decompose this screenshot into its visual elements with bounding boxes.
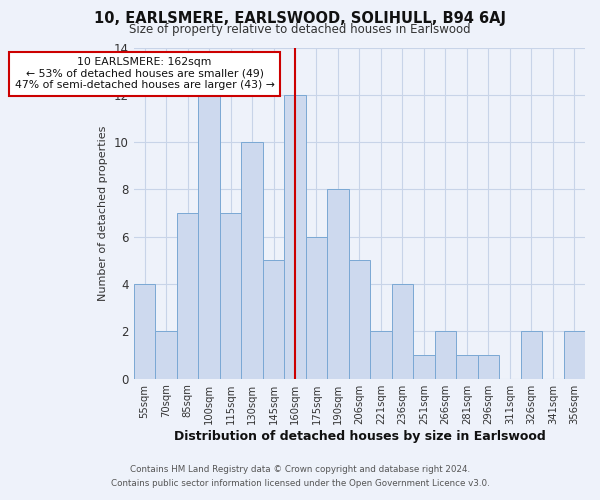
Bar xyxy=(306,237,327,378)
Bar xyxy=(456,355,478,378)
Bar xyxy=(327,190,349,378)
Bar xyxy=(478,355,499,378)
Y-axis label: Number of detached properties: Number of detached properties xyxy=(98,126,109,301)
Bar xyxy=(521,332,542,378)
Text: Size of property relative to detached houses in Earlswood: Size of property relative to detached ho… xyxy=(129,22,471,36)
Bar xyxy=(370,332,392,378)
Bar xyxy=(563,332,585,378)
Bar xyxy=(413,355,434,378)
Text: Contains HM Land Registry data © Crown copyright and database right 2024.
Contai: Contains HM Land Registry data © Crown c… xyxy=(110,466,490,487)
Bar xyxy=(241,142,263,378)
Bar xyxy=(434,332,456,378)
Text: 10, EARLSMERE, EARLSWOOD, SOLIHULL, B94 6AJ: 10, EARLSMERE, EARLSWOOD, SOLIHULL, B94 … xyxy=(94,11,506,26)
Bar xyxy=(155,332,177,378)
Bar xyxy=(177,213,199,378)
Bar xyxy=(134,284,155,378)
Bar xyxy=(284,95,306,378)
Bar xyxy=(392,284,413,378)
Bar xyxy=(220,213,241,378)
Bar xyxy=(263,260,284,378)
X-axis label: Distribution of detached houses by size in Earlswood: Distribution of detached houses by size … xyxy=(173,430,545,442)
Bar xyxy=(199,95,220,378)
Bar xyxy=(349,260,370,378)
Text: 10 EARLSMERE: 162sqm
← 53% of detached houses are smaller (49)
47% of semi-detac: 10 EARLSMERE: 162sqm ← 53% of detached h… xyxy=(14,57,275,90)
